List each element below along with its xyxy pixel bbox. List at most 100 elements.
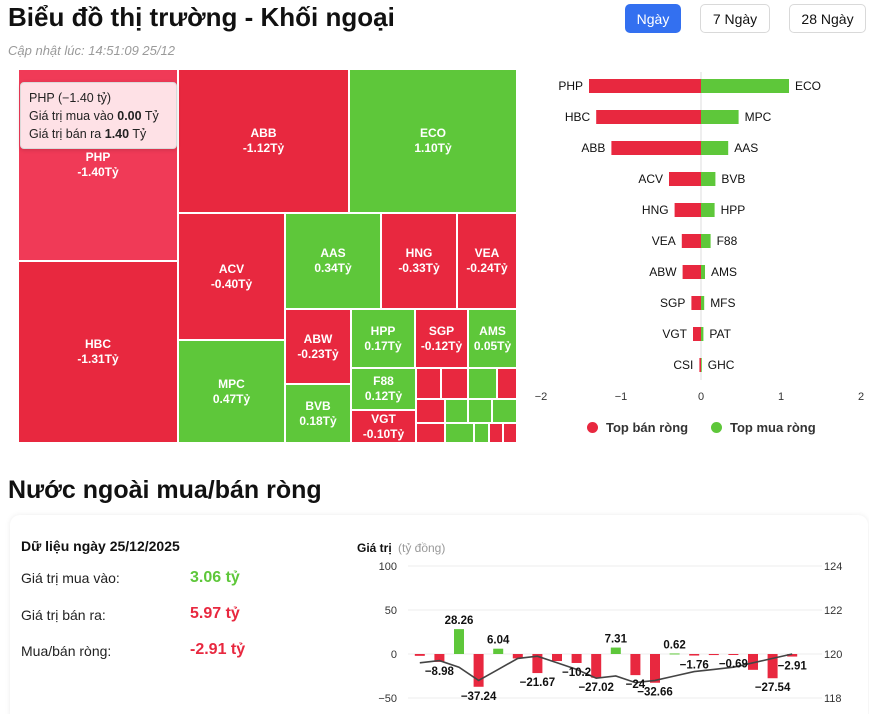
net-bar[interactable] <box>493 648 504 654</box>
treemap-cell-mpc[interactable]: MPC 0.47Tỷ <box>178 340 285 443</box>
legend-buy[interactable]: Top mua ròng <box>711 420 816 435</box>
bar-buy-eco[interactable] <box>701 79 789 93</box>
net-bar[interactable] <box>414 654 425 656</box>
net-bar[interactable] <box>767 654 778 679</box>
treemap-cell-small[interactable] <box>416 368 441 399</box>
treemap-cell-small[interactable] <box>468 399 492 423</box>
bar-label-sell: ACV <box>638 172 663 186</box>
bar-buy-aas[interactable] <box>701 141 729 155</box>
legend-buy-dot <box>711 422 722 433</box>
net-bar[interactable] <box>689 654 700 656</box>
bar-sell-abb[interactable] <box>611 141 701 155</box>
treemap-cell-vea[interactable]: VEA -0.24Tỷ <box>457 213 517 309</box>
treemap-cell-name: ABB <box>250 126 277 140</box>
treemap-cell-ams[interactable]: AMS 0.05Tỷ <box>468 309 517 368</box>
bar-buy-hpp[interactable] <box>701 203 715 217</box>
treemap-cell-hng[interactable]: HNG -0.33Tỷ <box>381 213 457 309</box>
net-bar[interactable] <box>669 653 680 655</box>
treemap-cell-small[interactable] <box>468 368 497 399</box>
treemap-cell-eco[interactable]: ECO 1.10Tỷ <box>349 69 517 213</box>
bar-buy-pat[interactable] <box>701 327 704 341</box>
treemap-cell-name: HNG <box>405 246 433 260</box>
net-bar[interactable] <box>512 654 523 659</box>
treemap-cell-aas[interactable]: AAS 0.34Tỷ <box>285 213 381 309</box>
treemap-cell-small[interactable] <box>445 423 474 443</box>
bar-buy-f88[interactable] <box>701 234 711 248</box>
net-bar-label: −8.98 <box>425 666 455 678</box>
net-bar[interactable] <box>552 654 562 662</box>
treemap-cell-small[interactable] <box>497 368 517 399</box>
bar-label-sell: VGT <box>662 327 687 341</box>
treemap-cell-small[interactable] <box>492 399 517 423</box>
treemap-cell-name: MPC <box>218 376 245 391</box>
treemap-cell-acv[interactable]: ACV -0.40Tỷ <box>178 213 285 340</box>
treemap-cell-name: VEA <box>474 246 500 260</box>
net-bar[interactable] <box>650 654 660 683</box>
bar-buy-ams[interactable] <box>701 265 705 279</box>
treemap-cell-f88[interactable]: F88 0.12Tỷ <box>351 368 416 410</box>
buy-value-label: Giá trị mua vào: <box>21 570 120 586</box>
treemap-cell-vgt[interactable]: VGT -0.10Tỷ <box>351 410 416 443</box>
bar-buy-bvb[interactable] <box>701 172 716 186</box>
bar-label-buy: MPC <box>745 110 772 124</box>
y-tick-label: 50 <box>385 605 397 617</box>
treemap-cell-small[interactable] <box>445 399 468 423</box>
bar-sell-vgt[interactable] <box>693 327 701 341</box>
bar-sell-abw[interactable] <box>682 265 701 279</box>
net-bar[interactable] <box>708 654 719 656</box>
x-tick-label: −1 <box>615 391 628 403</box>
treemap-cell-small[interactable] <box>474 423 489 443</box>
treemap-cell-value: 1.10Tỷ <box>414 141 452 155</box>
bar-sell-csi[interactable] <box>699 358 701 372</box>
net-bar[interactable] <box>454 629 464 654</box>
treemap-cell-small[interactable] <box>489 423 503 443</box>
treemap-cell-name: BVB <box>305 398 331 413</box>
bar-buy-mpc[interactable] <box>701 110 739 124</box>
bar-label-sell: ABB <box>581 141 605 155</box>
net-bar[interactable] <box>787 654 798 657</box>
bar-sell-hng[interactable] <box>674 203 701 217</box>
net-bar-label: −1.76 <box>680 660 709 672</box>
treemap-cell-sgp[interactable]: SGP -0.12Tỷ <box>415 309 468 368</box>
treemap-cell-small[interactable] <box>441 368 468 399</box>
net-bar-label: 28.26 <box>445 615 474 627</box>
bar-buy-mfs[interactable] <box>701 296 705 310</box>
bar-sell-php[interactable] <box>589 79 701 93</box>
treemap-cell-value: -0.23Tỷ <box>297 346 339 361</box>
treemap-cell-hbc[interactable]: HBC -1.31Tỷ <box>18 261 178 443</box>
treemap-cell-abw[interactable]: ABW -0.23Tỷ <box>285 309 351 384</box>
bar-sell-sgp[interactable] <box>691 296 701 310</box>
net-value-label: Mua/bán ròng: <box>21 643 112 659</box>
net-bar[interactable] <box>630 654 641 676</box>
sell-value: 5.97 tỷ <box>190 605 240 622</box>
treemap-cell-value: -1.12Tỷ <box>242 141 285 155</box>
legend-sell[interactable]: Top bán ròng <box>587 420 688 435</box>
net-bar[interactable] <box>610 647 621 654</box>
net-bar[interactable] <box>571 654 582 663</box>
treemap-cell-hpp[interactable]: HPP 0.17Tỷ <box>351 309 415 368</box>
net-bar[interactable] <box>728 654 739 655</box>
tab-28-days[interactable]: 28 Ngày <box>789 4 866 33</box>
tab-day[interactable]: Ngày <box>625 4 681 33</box>
treemap-cell-bvb[interactable]: BVB 0.18Tỷ <box>285 384 351 443</box>
treemap-cell-abb[interactable]: ABB -1.12Tỷ <box>178 69 349 213</box>
tooltip-buy-row: Giá trị mua vào 0.00 Tỷ <box>29 109 159 123</box>
net-bar[interactable] <box>434 654 445 662</box>
treemap-cell-small[interactable] <box>416 423 445 443</box>
update-timestamp: Cập nhật lúc: 14:51:09 25/12 <box>8 43 175 58</box>
treemap-cell-small[interactable] <box>503 423 517 443</box>
bar-sell-acv[interactable] <box>669 172 701 186</box>
legend-sell-label: Top bán ròng <box>606 420 689 435</box>
net-bar[interactable] <box>748 654 758 670</box>
net-bar[interactable] <box>532 654 543 674</box>
net-bar[interactable] <box>591 654 602 678</box>
treemap-cell-value: -1.31Tỷ <box>77 352 119 366</box>
tab-7-days[interactable]: 7 Ngày <box>700 4 770 33</box>
net-bar[interactable] <box>473 654 484 687</box>
bar-buy-ghc[interactable] <box>701 358 702 372</box>
buy-value: 3.06 tỷ <box>190 569 240 586</box>
treemap-cell-name: HPP <box>370 323 396 338</box>
bar-sell-vea[interactable] <box>681 234 701 248</box>
bar-sell-hbc[interactable] <box>596 110 701 124</box>
treemap-cell-small[interactable] <box>416 399 445 423</box>
